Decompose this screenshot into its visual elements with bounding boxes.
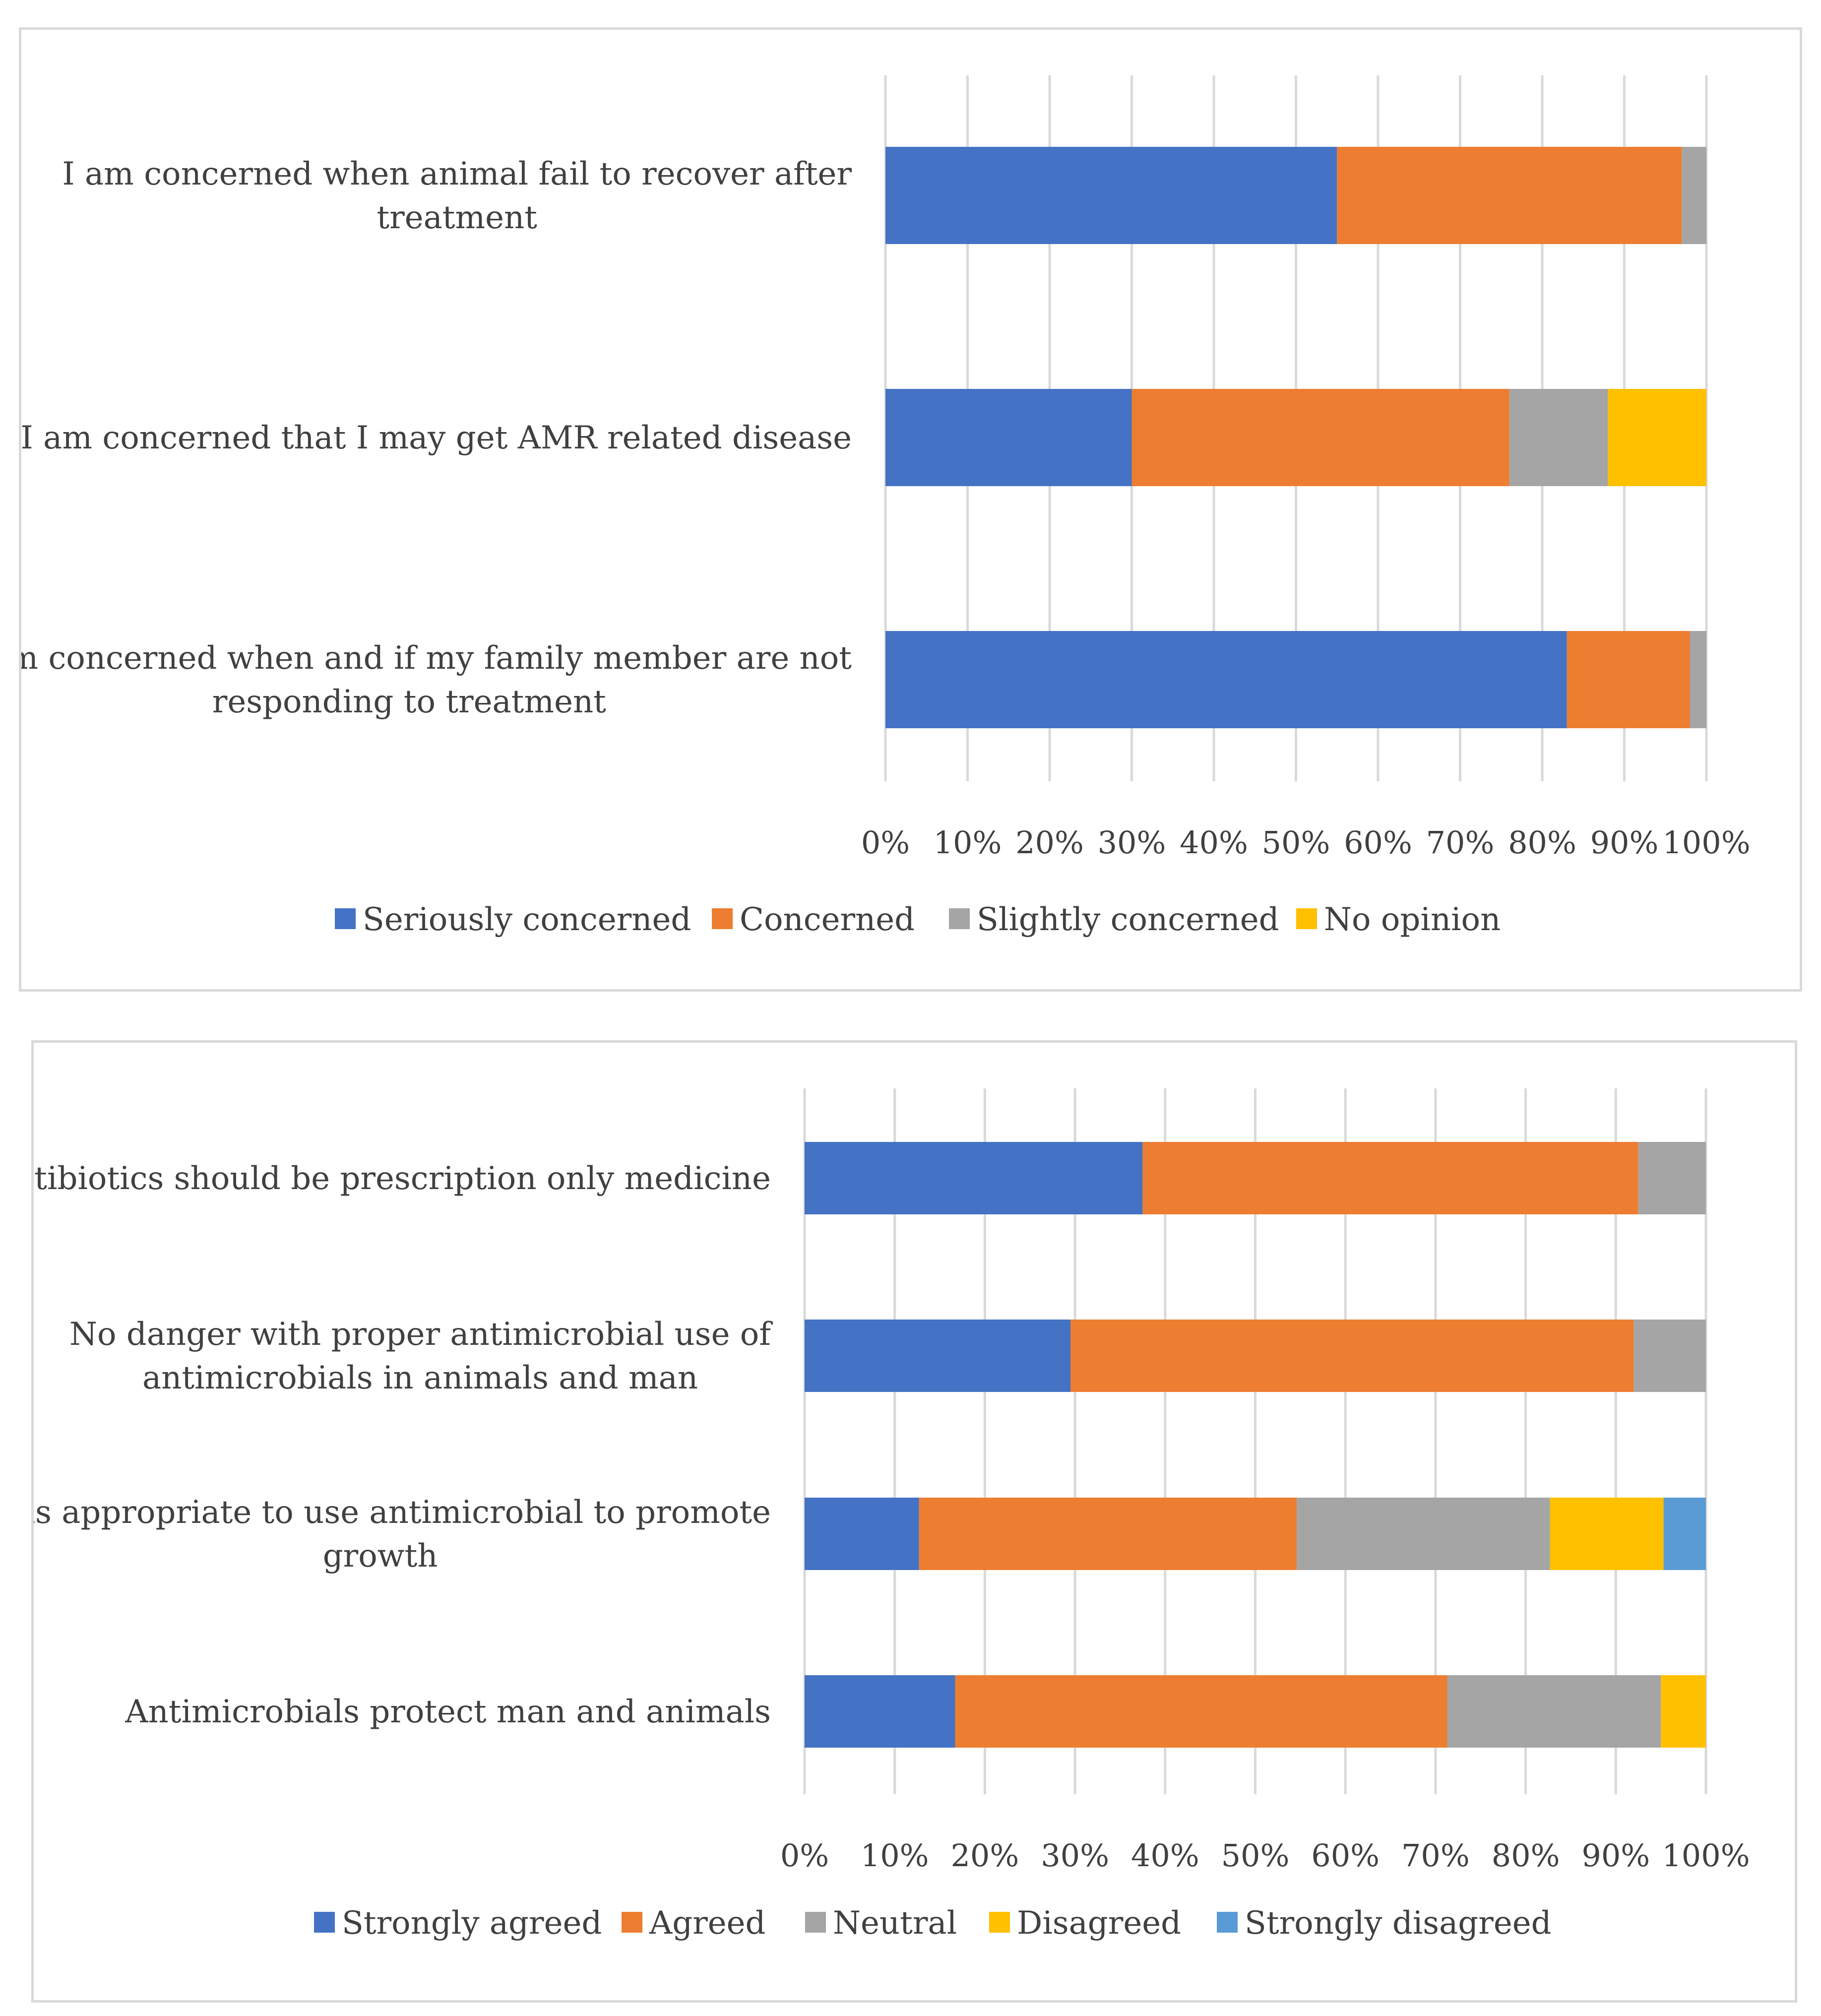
category-label: I am concerned when and if my family mem… — [21, 640, 852, 677]
chart-panel-concern: 0% 10% 20% 30% 40% 50% 60% 70% 80% 90% 100% I am co… — [19, 27, 1802, 992]
legend-swatch — [622, 1912, 642, 1933]
bar-segment — [1337, 147, 1682, 244]
legend-swatch — [335, 908, 356, 929]
legend-swatch — [1217, 1912, 1238, 1933]
x-tick-label: 100% — [1662, 1837, 1750, 1874]
x-tick-label: 0% — [780, 1837, 829, 1874]
legend-label: Slightly concerned — [977, 901, 1279, 938]
bar-segment — [1663, 1498, 1706, 1570]
x-tick-label: 90% — [1590, 824, 1659, 861]
bar-segment — [1608, 389, 1706, 486]
x-tick-label: 100% — [1662, 824, 1750, 861]
legend-label: Strongly disagreed — [1245, 1905, 1552, 1942]
bar-segment — [1638, 1142, 1706, 1214]
x-tick-label: 70% — [1426, 824, 1495, 861]
category-label: No danger with proper antimicrobial use … — [69, 1316, 773, 1353]
x-tick-label: 40% — [1180, 824, 1248, 861]
x-tick-label: 10% — [861, 1837, 929, 1874]
x-tick-label: 80% — [1508, 824, 1576, 861]
x-tick-label: 60% — [1344, 824, 1412, 861]
bar-segment — [885, 147, 1337, 244]
x-tick-label: 10% — [934, 824, 1002, 861]
category-label: It is appropriate to use antimicrobial t… — [34, 1494, 771, 1531]
x-tick-label: 60% — [1311, 1837, 1380, 1874]
x-tick-label: 40% — [1131, 1837, 1199, 1874]
category-label-continued: antimicrobials in animals and man — [142, 1360, 698, 1396]
bar-segment — [919, 1498, 1297, 1570]
legend-swatch — [712, 908, 733, 929]
bar-segment — [805, 1498, 919, 1570]
legend-swatch — [314, 1912, 335, 1933]
legend-swatch — [805, 1912, 826, 1933]
bar-segment — [1297, 1498, 1550, 1570]
x-tick-label: 50% — [1262, 824, 1330, 861]
x-tick-label: 20% — [950, 1837, 1019, 1874]
bar-segment — [1070, 1320, 1634, 1392]
bar-segment — [1131, 389, 1509, 486]
legend-label: Seriously concerned — [363, 901, 691, 938]
x-tick-label: 80% — [1492, 1837, 1560, 1874]
bar-segment — [805, 1142, 1143, 1214]
category-label: I am concerned when animal fail to recov… — [62, 156, 852, 192]
legend-swatch — [949, 908, 970, 929]
x-tick-label: 20% — [1015, 824, 1084, 861]
x-tick-label: 50% — [1221, 1837, 1290, 1874]
bar-segment — [1690, 631, 1706, 728]
legend-label: Disagreed — [1017, 1905, 1181, 1942]
concern-chart-svg: 0% 10% 20% 30% 40% 50% 60% 70% 80% 90% 100% I am co… — [21, 75, 1751, 938]
bar-segment — [885, 631, 1567, 728]
bar-segment — [805, 1320, 1071, 1392]
legend-swatch — [1296, 908, 1317, 929]
bar-segment — [885, 389, 1132, 486]
x-tick-label: 0% — [861, 824, 910, 861]
x-tick-label: 30% — [1098, 824, 1166, 861]
bar-segment — [1682, 147, 1706, 244]
x-tick-label: 70% — [1401, 1837, 1470, 1874]
bar-segment — [1661, 1675, 1706, 1748]
category-label-continued: growth — [323, 1538, 438, 1575]
x-tick-label: 30% — [1041, 1837, 1109, 1874]
legend-label: Neutral — [833, 1905, 957, 1942]
category-label-continued: treatment — [377, 199, 537, 236]
bar-segment — [1509, 389, 1608, 486]
agreement-chart-svg: 0% 10% 20% 30% 40% 50% 60% 70% 80% 90% 100% Antibio… — [34, 1088, 1750, 1942]
legend-label: Concerned — [740, 901, 915, 938]
bar-segment — [1567, 631, 1690, 728]
legend-swatch — [989, 1912, 1010, 1933]
bar-segment — [1447, 1675, 1661, 1748]
legend-label: No opinion — [1324, 901, 1501, 938]
legend-label: Strongly agreed — [342, 1905, 602, 1942]
category-label-continued: responding to treatment — [212, 684, 606, 720]
chart-panel-agreement: 0% 10% 20% 30% 40% 50% 60% 70% 80% 90% 100% Antibio… — [31, 1040, 1797, 2003]
x-tick-label: 90% — [1581, 1837, 1650, 1874]
bar-segment — [1550, 1498, 1664, 1570]
bar-segment — [955, 1675, 1447, 1748]
bar-segment — [1142, 1142, 1638, 1214]
category-label: Antimicrobials protect man and animals — [125, 1694, 771, 1730]
category-label: I am concerned that I may get AMR relate… — [21, 420, 852, 456]
category-label: Antibiotics should be prescription only … — [34, 1160, 771, 1197]
bar-segment — [1633, 1320, 1706, 1392]
legend-label: Agreed — [649, 1905, 766, 1942]
bar-segment — [805, 1675, 955, 1748]
